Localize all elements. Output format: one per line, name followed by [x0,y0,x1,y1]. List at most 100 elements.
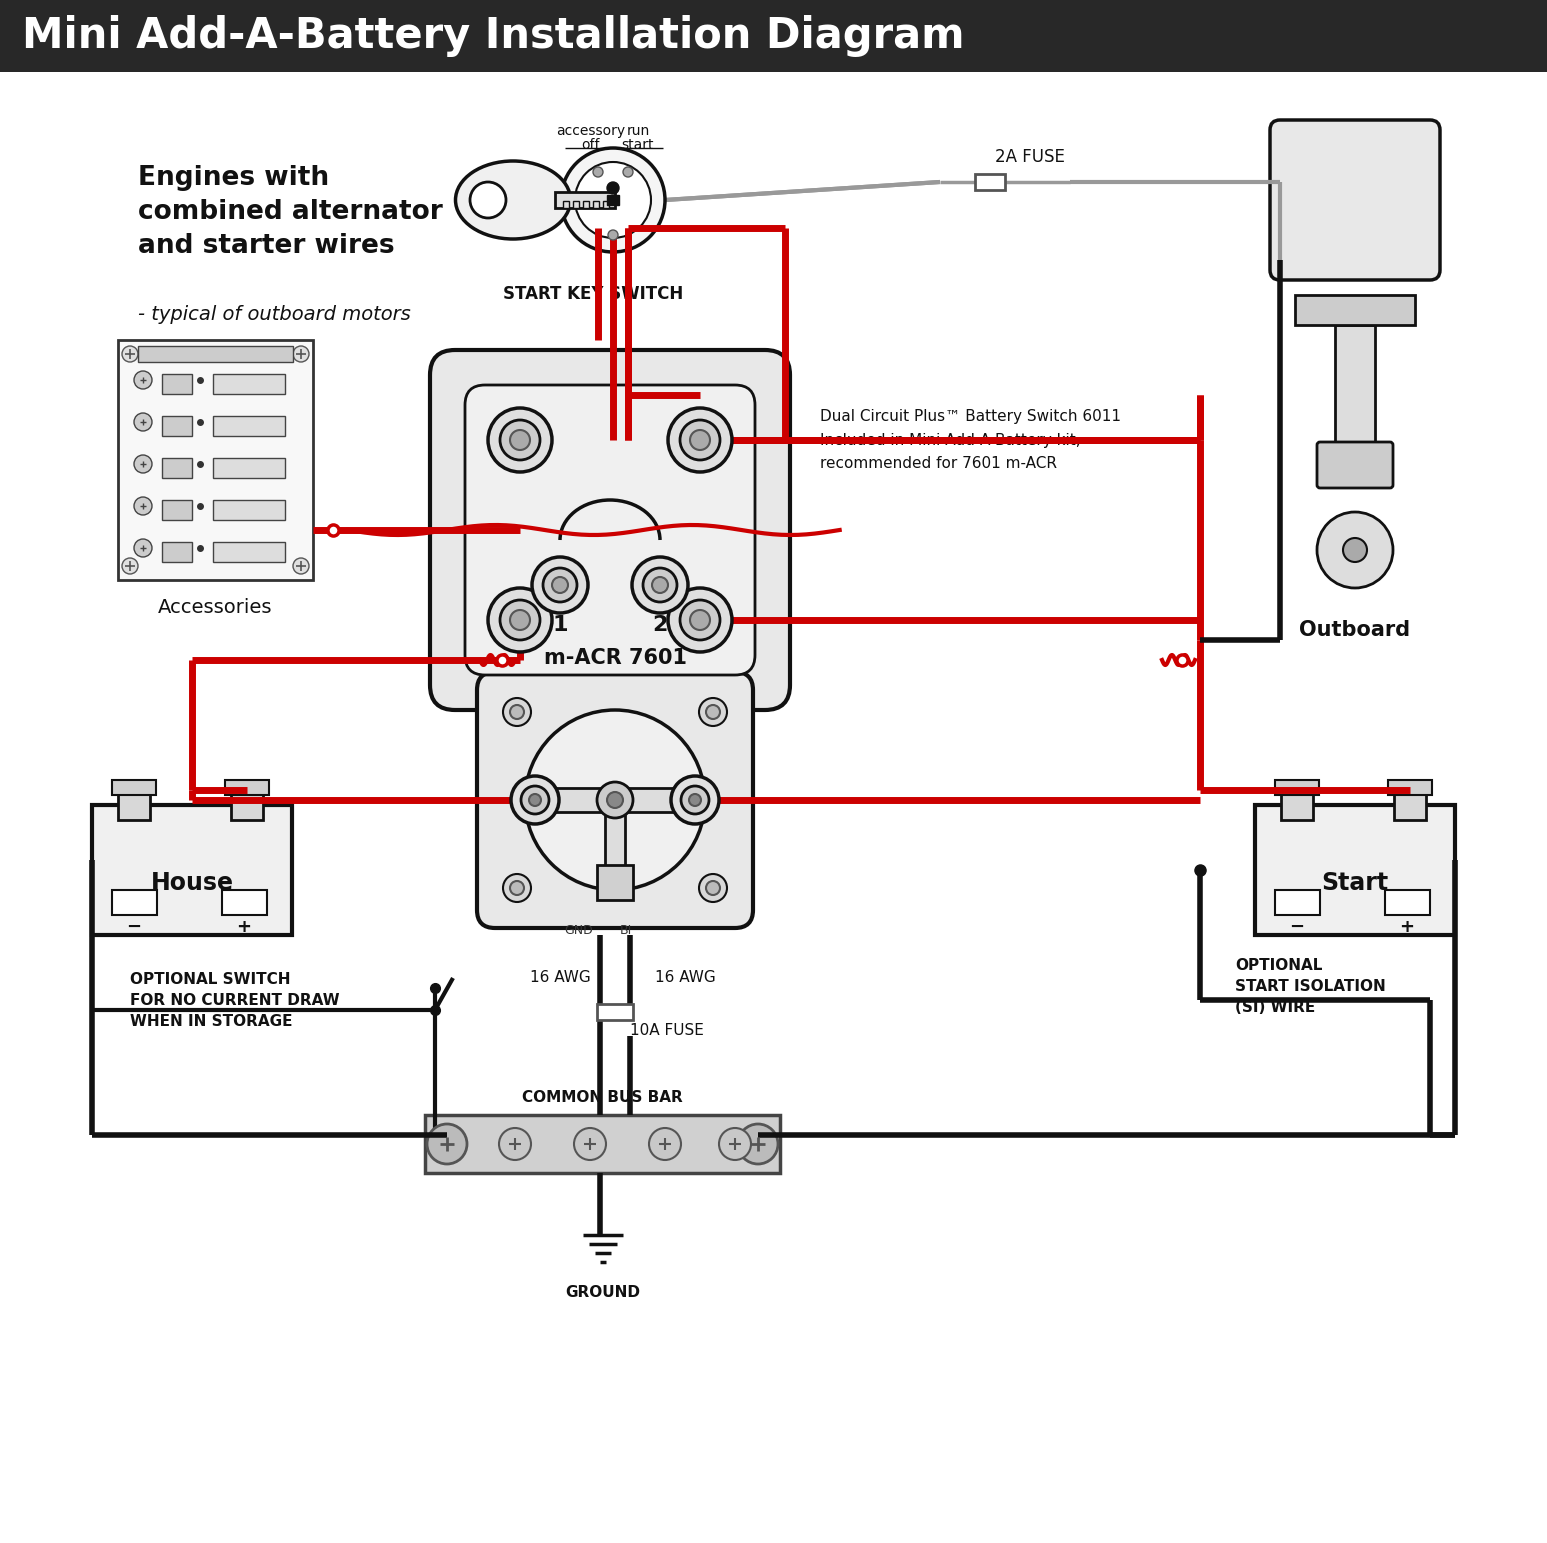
Circle shape [135,414,152,430]
Circle shape [543,568,577,602]
Bar [213,500,285,520]
Circle shape [1316,512,1392,588]
Bar [583,201,589,208]
FancyBboxPatch shape [1270,120,1440,279]
Text: −: − [1290,918,1304,937]
Text: 2: 2 [653,616,668,636]
Bar [1388,781,1433,795]
Text: - typical of outboard motors: - typical of outboard motors [138,306,412,324]
Circle shape [135,497,152,515]
Circle shape [705,881,719,895]
Bar [162,542,192,562]
Circle shape [292,559,309,574]
Text: Mini Add-A-Battery Installation Diagram: Mini Add-A-Battery Installation Diagram [22,15,964,57]
Bar [223,890,268,915]
Circle shape [650,1128,681,1160]
Circle shape [524,710,705,890]
Text: 1: 1 [552,616,568,636]
Circle shape [511,609,531,630]
Bar [555,191,616,208]
Text: Engines with
combined alternator
and starter wires: Engines with combined alternator and sta… [138,165,442,259]
Bar [118,790,150,819]
Text: COMMON BUS BAR: COMMON BUS BAR [521,1089,682,1105]
Bar [91,805,292,935]
Text: GROUND: GROUND [566,1285,640,1301]
Circle shape [1343,539,1368,562]
Bar [975,174,1006,190]
Bar [162,458,192,478]
Circle shape [122,559,138,574]
Circle shape [644,568,678,602]
FancyBboxPatch shape [466,386,755,674]
Circle shape [511,881,524,895]
Bar [231,790,263,819]
Text: Dual Circuit Plus™ Battery Switch 6011
Included in Mini Add-A-Battery kit,
recom: Dual Circuit Plus™ Battery Switch 6011 I… [820,409,1122,471]
Text: +: + [1400,918,1414,937]
Circle shape [427,1123,467,1163]
Circle shape [503,697,531,727]
Bar [1335,326,1375,471]
Bar [1275,781,1320,795]
Text: 10A FUSE: 10A FUSE [630,1023,704,1038]
Circle shape [135,539,152,557]
Text: Accessories: Accessories [158,599,272,617]
Circle shape [681,420,719,460]
Circle shape [122,346,138,363]
Circle shape [606,792,623,809]
Circle shape [292,346,309,363]
Bar [111,781,156,795]
Text: −: − [127,918,142,937]
Circle shape [699,873,727,903]
Circle shape [574,1128,606,1160]
Bar [213,458,285,478]
Bar [0,0,1547,73]
Circle shape [608,230,617,241]
Circle shape [668,588,732,653]
Bar [606,194,619,205]
Circle shape [135,370,152,389]
Bar [1295,295,1416,326]
Circle shape [529,795,541,805]
Circle shape [500,1128,531,1160]
Bar [1385,890,1429,915]
Text: Start: Start [1321,870,1389,895]
Text: run: run [627,123,650,137]
Text: accessory: accessory [557,123,625,137]
Circle shape [487,407,552,472]
Circle shape [651,577,668,593]
Bar [563,201,569,208]
Circle shape [681,600,719,640]
Text: OPTIONAL
START ISOLATION
(SI) WIRE: OPTIONAL START ISOLATION (SI) WIRE [1235,958,1386,1015]
Bar [1281,790,1313,819]
Circle shape [521,785,549,815]
Bar [138,346,292,363]
Text: START KEY SWITCH: START KEY SWITCH [503,285,684,302]
Bar [111,890,156,915]
Circle shape [511,776,558,824]
Circle shape [575,162,651,238]
Text: BI: BI [620,924,633,937]
Bar [593,201,599,208]
Circle shape [623,167,633,177]
Circle shape [500,600,540,640]
Bar [1394,790,1426,819]
Circle shape [671,776,719,824]
Circle shape [606,182,619,194]
Text: GND: GND [565,924,593,937]
Circle shape [552,577,568,593]
Bar [597,866,633,900]
Circle shape [532,557,588,613]
FancyBboxPatch shape [1316,441,1392,488]
Bar [1275,890,1320,915]
Bar [1255,805,1456,935]
Bar [162,373,192,393]
Bar [425,1116,780,1173]
Ellipse shape [455,160,571,239]
Circle shape [562,148,665,252]
Circle shape [738,1123,778,1163]
Circle shape [511,430,531,451]
Circle shape [511,705,524,719]
Text: Outboard: Outboard [1299,620,1411,640]
Bar [572,201,579,208]
Bar [162,500,192,520]
